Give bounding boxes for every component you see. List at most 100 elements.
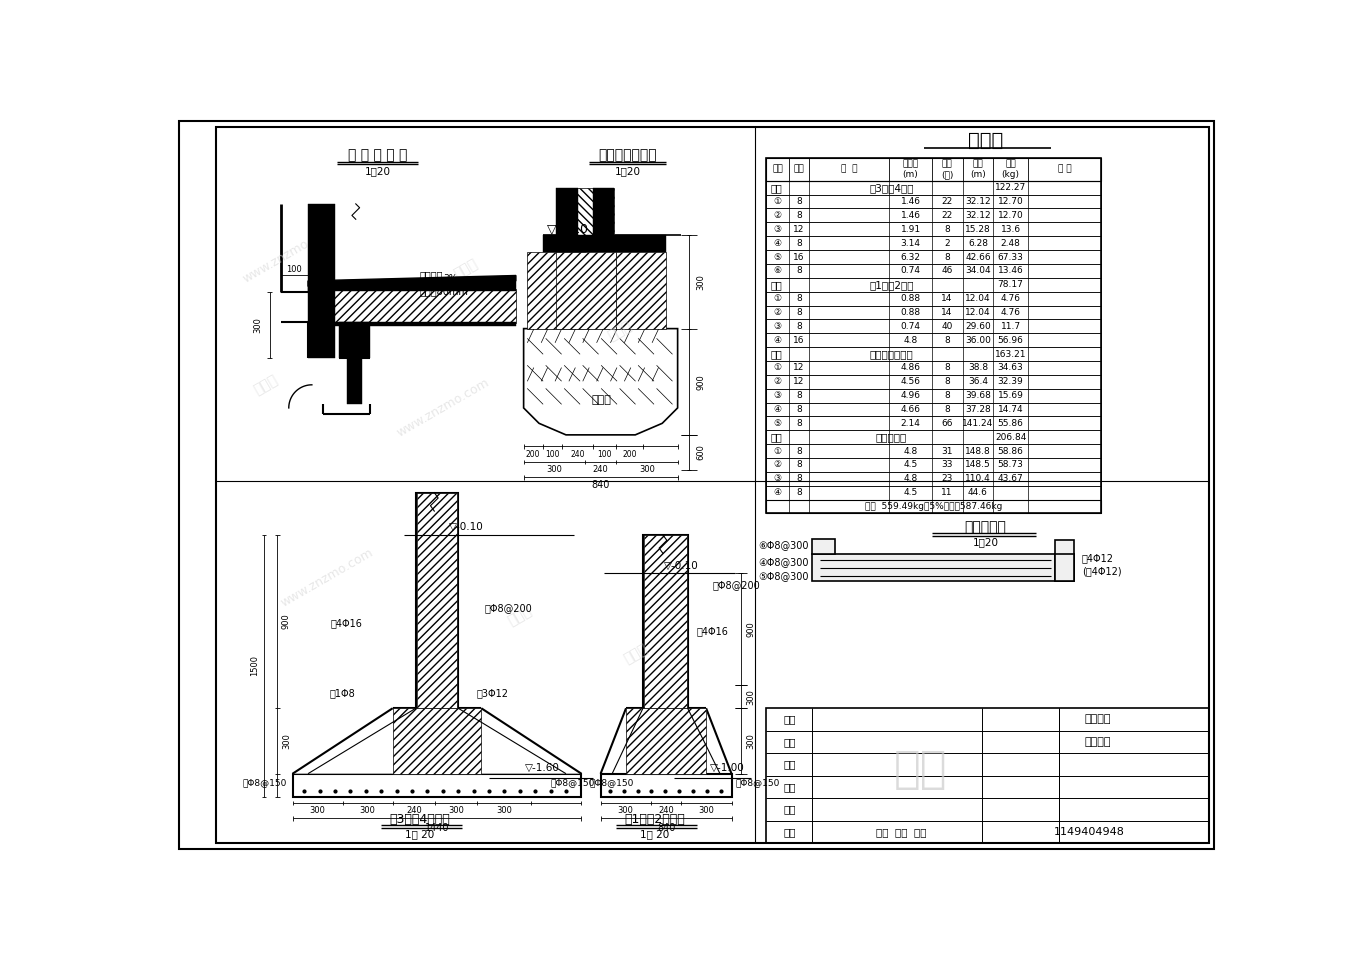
Text: 900: 900	[281, 614, 291, 629]
Text: 1440: 1440	[425, 823, 450, 832]
Text: 240: 240	[658, 806, 674, 815]
Text: 一、: 一、	[771, 183, 781, 193]
Bar	[766, 444, 1101, 458]
Text: 型  式: 型 式	[841, 164, 858, 174]
Bar	[766, 403, 1101, 416]
Text: ①: ①	[773, 447, 781, 456]
Text: 单根长
(m): 单根长 (m)	[902, 160, 919, 179]
Text: www.znzmo.com: www.znzmo.com	[394, 376, 492, 440]
Bar	[1055, 554, 1074, 581]
Text: 钓筋表: 钓筋表	[968, 132, 1003, 150]
Bar	[766, 472, 1101, 485]
Text: 二、: 二、	[771, 280, 781, 289]
Text: 8: 8	[945, 405, 950, 414]
Text: 16: 16	[794, 335, 805, 345]
Text: 55.86: 55.86	[998, 419, 1023, 428]
Text: 37.28: 37.28	[965, 405, 991, 414]
Bar	[766, 306, 1101, 319]
Text: 200: 200	[526, 450, 541, 458]
Text: 8: 8	[796, 266, 802, 276]
Text: 300: 300	[360, 806, 375, 815]
Bar	[556, 188, 578, 234]
Text: ④: ④	[773, 405, 781, 414]
Text: 34.63: 34.63	[998, 363, 1023, 372]
Text: ③: ③	[773, 391, 781, 400]
Text: 12.04: 12.04	[965, 294, 991, 303]
Bar	[766, 500, 1101, 513]
Text: 240: 240	[593, 465, 609, 474]
Bar	[292, 774, 582, 797]
Text: 知末网: 知末网	[451, 257, 480, 282]
Text: 水工部分: 水工部分	[1084, 737, 1110, 747]
Text: 32.12: 32.12	[965, 197, 991, 206]
Text: 14: 14	[942, 294, 953, 303]
Bar	[527, 252, 586, 329]
Bar	[766, 291, 1101, 306]
Text: 三、: 三、	[771, 349, 781, 359]
Text: 38.8: 38.8	[968, 363, 988, 372]
Text: 100: 100	[287, 265, 302, 274]
Text: 300: 300	[281, 733, 291, 749]
Bar	[556, 252, 616, 329]
Bar	[766, 158, 1101, 181]
Text: 300: 300	[496, 806, 512, 815]
Text: 圈梁挑檐配筋图: 圈梁挑檐配筋图	[870, 349, 913, 359]
Text: 13.6: 13.6	[1000, 225, 1021, 234]
Text: 8: 8	[796, 391, 802, 400]
Text: 31: 31	[942, 447, 953, 456]
Text: ␁Φ8@150: ␁Φ8@150	[550, 778, 595, 787]
Text: 4.76: 4.76	[1000, 308, 1021, 317]
Text: 16: 16	[794, 253, 805, 261]
Text: 序号: 序号	[772, 164, 783, 174]
Bar	[308, 322, 516, 326]
Text: 3.14: 3.14	[901, 238, 920, 248]
Text: 杢1、杢2配筋: 杢1、杢2配筋	[868, 280, 913, 289]
Bar	[766, 181, 1101, 195]
Text: 34.04: 34.04	[965, 266, 991, 276]
Text: 58.86: 58.86	[998, 447, 1023, 456]
Text: ③: ③	[773, 475, 781, 483]
Text: 11: 11	[942, 488, 953, 497]
Bar	[308, 288, 516, 323]
Text: 11.7: 11.7	[1000, 322, 1021, 331]
Text: 四、: 四、	[771, 432, 781, 442]
Text: 1.46: 1.46	[901, 197, 920, 206]
Text: 200: 200	[622, 450, 637, 458]
Text: ▽-0.10: ▽-0.10	[448, 522, 484, 532]
Text: ▽-1.00: ▽-1.00	[711, 762, 745, 773]
Text: 300: 300	[746, 689, 756, 704]
Text: 8: 8	[796, 488, 802, 497]
Bar	[416, 493, 458, 708]
Text: 148.8: 148.8	[965, 447, 991, 456]
Text: 1：3水泥沙浆: 1：3水泥沙浆	[420, 278, 461, 288]
Text: 知末网: 知末网	[621, 642, 650, 667]
Text: ␂Φ8@150: ␂Φ8@150	[588, 778, 633, 787]
Text: 15.69: 15.69	[998, 391, 1023, 400]
Text: 12.04: 12.04	[965, 308, 991, 317]
Text: 4.86: 4.86	[901, 363, 920, 372]
Text: 1500: 1500	[250, 655, 258, 677]
Bar	[542, 234, 666, 252]
Text: 110.4: 110.4	[965, 475, 991, 483]
Text: 33: 33	[942, 460, 953, 469]
Text: 杢3、杢4基础图: 杢3、杢4基础图	[389, 813, 450, 826]
Bar	[643, 535, 688, 708]
Bar	[626, 708, 707, 774]
Text: ⑤: ⑤	[773, 419, 781, 428]
Text: 1： 20: 1： 20	[405, 829, 435, 840]
Polygon shape	[523, 329, 678, 435]
Text: 8: 8	[796, 405, 802, 414]
Bar	[766, 333, 1101, 347]
Text: 1.46: 1.46	[901, 210, 920, 220]
Text: ④: ④	[773, 238, 781, 248]
Bar	[766, 708, 1210, 843]
Text: 300: 300	[546, 465, 563, 474]
Text: 67.33: 67.33	[998, 253, 1023, 261]
Text: 163.21: 163.21	[995, 350, 1026, 358]
Text: ␂Φ8@150: ␂Φ8@150	[735, 778, 780, 787]
Text: ②: ②	[773, 378, 781, 386]
Text: ①: ①	[773, 363, 781, 372]
Text: ␆Φ8@200: ␆Φ8@200	[484, 604, 533, 613]
Text: 4.8: 4.8	[904, 475, 917, 483]
Bar	[766, 388, 1101, 403]
